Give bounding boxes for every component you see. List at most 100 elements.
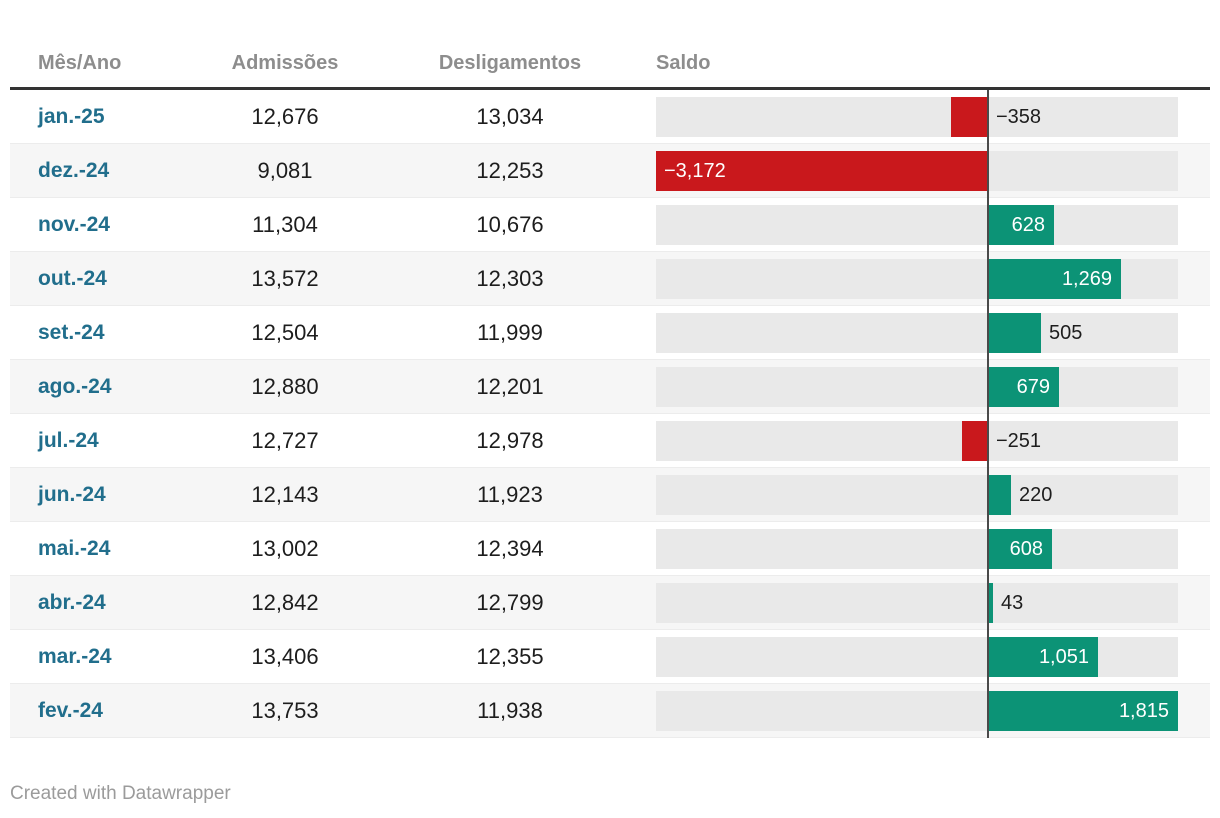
saldo-bar-track: 1,269 — [656, 258, 1178, 299]
zero-baseline — [987, 629, 989, 684]
saldo-cell: 43 — [640, 575, 1210, 630]
saldo-bar-label: 608 — [1009, 537, 1043, 560]
zero-baseline — [987, 197, 989, 252]
saldo-bar-track: 505 — [656, 312, 1178, 353]
admissoes-cell: 13,002 — [251, 535, 319, 561]
saldo-cell: 608 — [640, 521, 1210, 576]
data-table: Mês/Ano Admissões Desligamentos Saldo ja… — [10, 40, 1210, 738]
saldo-bar-track: 608 — [656, 528, 1178, 569]
admissoes-cell: 13,572 — [251, 265, 319, 291]
saldo-bar-label: −251 — [996, 429, 1042, 452]
saldo-bar — [988, 258, 1121, 299]
month-cell: nov.-24 — [38, 212, 110, 236]
saldo-bar — [656, 150, 988, 191]
admissoes-cell: 12,676 — [251, 103, 319, 129]
admissoes-cell: 12,727 — [251, 427, 319, 453]
admissoes-cell: 9,081 — [257, 157, 313, 183]
month-cell: abr.-24 — [38, 590, 106, 614]
saldo-cell: 505 — [640, 305, 1210, 360]
column-header-desligamentos: Desligamentos — [438, 52, 582, 74]
zero-baseline — [987, 683, 989, 738]
desligamentos-cell: 12,253 — [476, 157, 544, 183]
saldo-cell: 220 — [640, 467, 1210, 522]
saldo-cell: −3,172 — [640, 143, 1210, 198]
table-body: jan.-25 12,676 13,034 −358 dez.-24 9,081… — [10, 89, 1210, 738]
month-cell: jun.-24 — [38, 482, 106, 506]
month-cell: ago.-24 — [38, 374, 112, 398]
table-row: nov.-24 11,304 10,676 628 — [10, 197, 1210, 252]
month-cell: mar.-24 — [38, 644, 112, 668]
saldo-bar — [988, 366, 1059, 407]
table-row: abr.-24 12,842 12,799 43 — [10, 575, 1210, 630]
saldo-bar — [988, 474, 1011, 515]
saldo-bar-label: 1,051 — [1038, 645, 1089, 668]
zero-baseline — [987, 143, 989, 198]
saldo-bar-label: 220 — [1019, 483, 1053, 506]
saldo-bar — [951, 96, 988, 137]
credit-line: Created with Datawrapper — [10, 783, 231, 804]
saldo-bar-track: 1,815 — [656, 690, 1178, 731]
saldo-bar — [988, 204, 1054, 245]
zero-baseline — [987, 359, 989, 414]
table-row: jan.-25 12,676 13,034 −358 — [10, 89, 1210, 144]
saldo-bar-label: 1,269 — [1061, 267, 1112, 290]
column-header-saldo: Saldo — [656, 52, 711, 74]
table-row: mai.-24 13,002 12,394 608 — [10, 521, 1210, 576]
saldo-bar-label: −3,172 — [664, 159, 726, 182]
saldo-bar-track: −251 — [656, 420, 1178, 461]
saldo-cell: 1,051 — [640, 629, 1210, 684]
zero-baseline — [987, 575, 989, 630]
column-header-mes-ano: Mês/Ano — [38, 52, 122, 74]
table-row: fev.-24 13,753 11,938 1,815 — [10, 683, 1210, 738]
saldo-bar-track: −3,172 — [656, 150, 1178, 191]
desligamentos-cell: 12,201 — [476, 373, 544, 399]
saldo-bar-track: 1,051 — [656, 636, 1178, 677]
admissoes-cell: 12,143 — [251, 481, 319, 507]
saldo-bar — [962, 420, 988, 461]
saldo-cell: 628 — [640, 197, 1210, 252]
table-row: jun.-24 12,143 11,923 220 — [10, 467, 1210, 522]
saldo-bar-label: 628 — [1011, 213, 1045, 236]
month-cell: out.-24 — [38, 266, 107, 290]
saldo-cell: 679 — [640, 359, 1210, 414]
zero-baseline — [987, 89, 989, 144]
table-row: ago.-24 12,880 12,201 679 — [10, 359, 1210, 414]
saldo-cell: 1,815 — [640, 683, 1210, 738]
month-cell: set.-24 — [38, 320, 105, 344]
saldo-bar-track: 220 — [656, 474, 1178, 515]
desligamentos-cell: 13,034 — [476, 103, 544, 129]
desligamentos-cell: 11,923 — [477, 481, 543, 507]
desligamentos-cell: 12,799 — [476, 589, 544, 615]
table-row: jul.-24 12,727 12,978 −251 — [10, 413, 1210, 468]
admissoes-cell: 13,753 — [251, 697, 319, 723]
saldo-bar-label: 43 — [1001, 591, 1024, 614]
desligamentos-cell: 12,355 — [476, 643, 544, 669]
table-row: out.-24 13,572 12,303 1,269 — [10, 251, 1210, 306]
admissoes-cell: 13,406 — [251, 643, 319, 669]
desligamentos-cell: 11,999 — [477, 319, 543, 345]
zero-baseline — [987, 467, 989, 522]
admissoes-cell: 12,880 — [251, 373, 319, 399]
zero-baseline — [987, 305, 989, 360]
month-cell: jan.-25 — [38, 104, 105, 128]
saldo-cell: 1,269 — [640, 251, 1210, 306]
month-cell: fev.-24 — [38, 698, 103, 722]
month-cell: jul.-24 — [38, 428, 99, 452]
saldo-bar — [988, 636, 1098, 677]
desligamentos-cell: 10,676 — [476, 211, 544, 237]
saldo-bar-label: 679 — [1016, 375, 1050, 398]
table-header-row: Mês/Ano Admissões Desligamentos Saldo — [10, 40, 1210, 90]
column-header-admissoes: Admissões — [231, 52, 339, 74]
desligamentos-cell: 11,938 — [477, 697, 543, 723]
admissoes-cell: 12,504 — [251, 319, 319, 345]
saldo-bar-track: 43 — [656, 582, 1178, 623]
saldo-bar-label: 505 — [1049, 321, 1083, 344]
table-row: dez.-24 9,081 12,253 −3,172 — [10, 143, 1210, 198]
month-cell: dez.-24 — [38, 158, 110, 182]
saldo-cell: −358 — [640, 89, 1210, 144]
saldo-bar-track: 679 — [656, 366, 1178, 407]
zero-baseline — [987, 521, 989, 576]
desligamentos-cell: 12,394 — [476, 535, 544, 561]
month-cell: mai.-24 — [38, 536, 111, 560]
